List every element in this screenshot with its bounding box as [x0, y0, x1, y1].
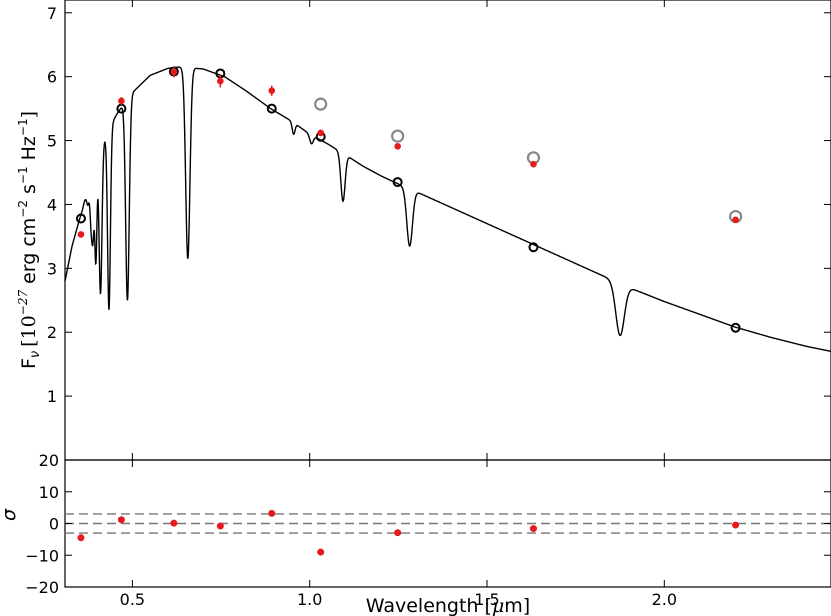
sed-y-ticks: 1 2 3 4 5 6 7 — [47, 4, 831, 406]
sed-y-tick-label: 7 — [47, 4, 57, 23]
sed-plot-frame — [64, 0, 831, 461]
observed-photometry-point — [217, 77, 224, 85]
residual-point — [216, 522, 224, 530]
residual-point — [170, 519, 178, 527]
residual-point — [732, 521, 740, 529]
sed-y-tick-label: 4 — [47, 195, 57, 214]
residual-point — [317, 548, 325, 556]
x-axis-label: Wavelength [μm] — [366, 595, 530, 616]
residual-reference-lines — [65, 513, 831, 534]
residual-y-tick-label: 0 — [49, 515, 59, 534]
residual-y-axis-label: σ — [0, 508, 20, 521]
sed-markers — [75, 66, 743, 333]
residual-y-tick-label: −10 — [25, 546, 59, 565]
model-photometry-point — [528, 242, 539, 253]
residual-ticks: −20 −10 0 10 20 0.5 1.0 1.5 2.0 — [25, 451, 831, 609]
other-photometry-point — [391, 129, 405, 143]
residual-y-tick-label: 20 — [39, 451, 59, 470]
model-photometry-point — [730, 322, 741, 333]
sed-y-tick-label: 3 — [47, 259, 57, 278]
model-photometry-point — [392, 177, 403, 188]
model-spectrum-line — [64, 66, 831, 353]
other-photometry-point — [314, 97, 328, 111]
sed-y-tick-label: 1 — [47, 387, 57, 406]
residual-markers — [77, 509, 740, 556]
sed-y-axis-label: Fν[10−27erg cm−2s−1Hz−1] — [16, 111, 43, 369]
residual-y-tick-label: −20 — [25, 578, 59, 597]
model-photometry-point — [75, 213, 86, 224]
x-tick-label: 1.0 — [297, 590, 322, 609]
model-photometry-point — [266, 103, 277, 114]
observed-photometry-point — [77, 231, 85, 238]
residual-y-tick-label: 10 — [39, 483, 59, 502]
sed-x-ticks — [131, 0, 665, 460]
sed-y-tick-label: 2 — [47, 323, 57, 342]
x-tick-label: 1.5 — [474, 590, 499, 609]
observed-photometry-point — [317, 129, 324, 137]
observed-photometry-point — [268, 87, 276, 95]
observed-photometry-point — [118, 97, 125, 105]
residual-point — [268, 509, 276, 517]
residual-point — [117, 516, 125, 524]
observed-photometry-point — [732, 216, 739, 224]
residual-panel: −20 −10 0 10 20 0.5 1.0 1.5 2.0 — [25, 451, 831, 609]
residual-point — [77, 534, 85, 542]
observed-photometry-point — [530, 160, 537, 168]
sed-y-tick-label: 5 — [47, 132, 57, 151]
sed-y-tick-label: 6 — [47, 68, 57, 87]
sed-panel: 1 2 3 4 5 6 7 — [47, 0, 831, 461]
x-tick-label: 2.0 — [652, 590, 677, 609]
residual-point — [529, 525, 537, 533]
observed-photometry-point — [170, 68, 178, 76]
x-tick-label: 0.5 — [120, 590, 145, 609]
residual-point — [394, 529, 402, 537]
observed-photometry-point — [394, 143, 401, 150]
